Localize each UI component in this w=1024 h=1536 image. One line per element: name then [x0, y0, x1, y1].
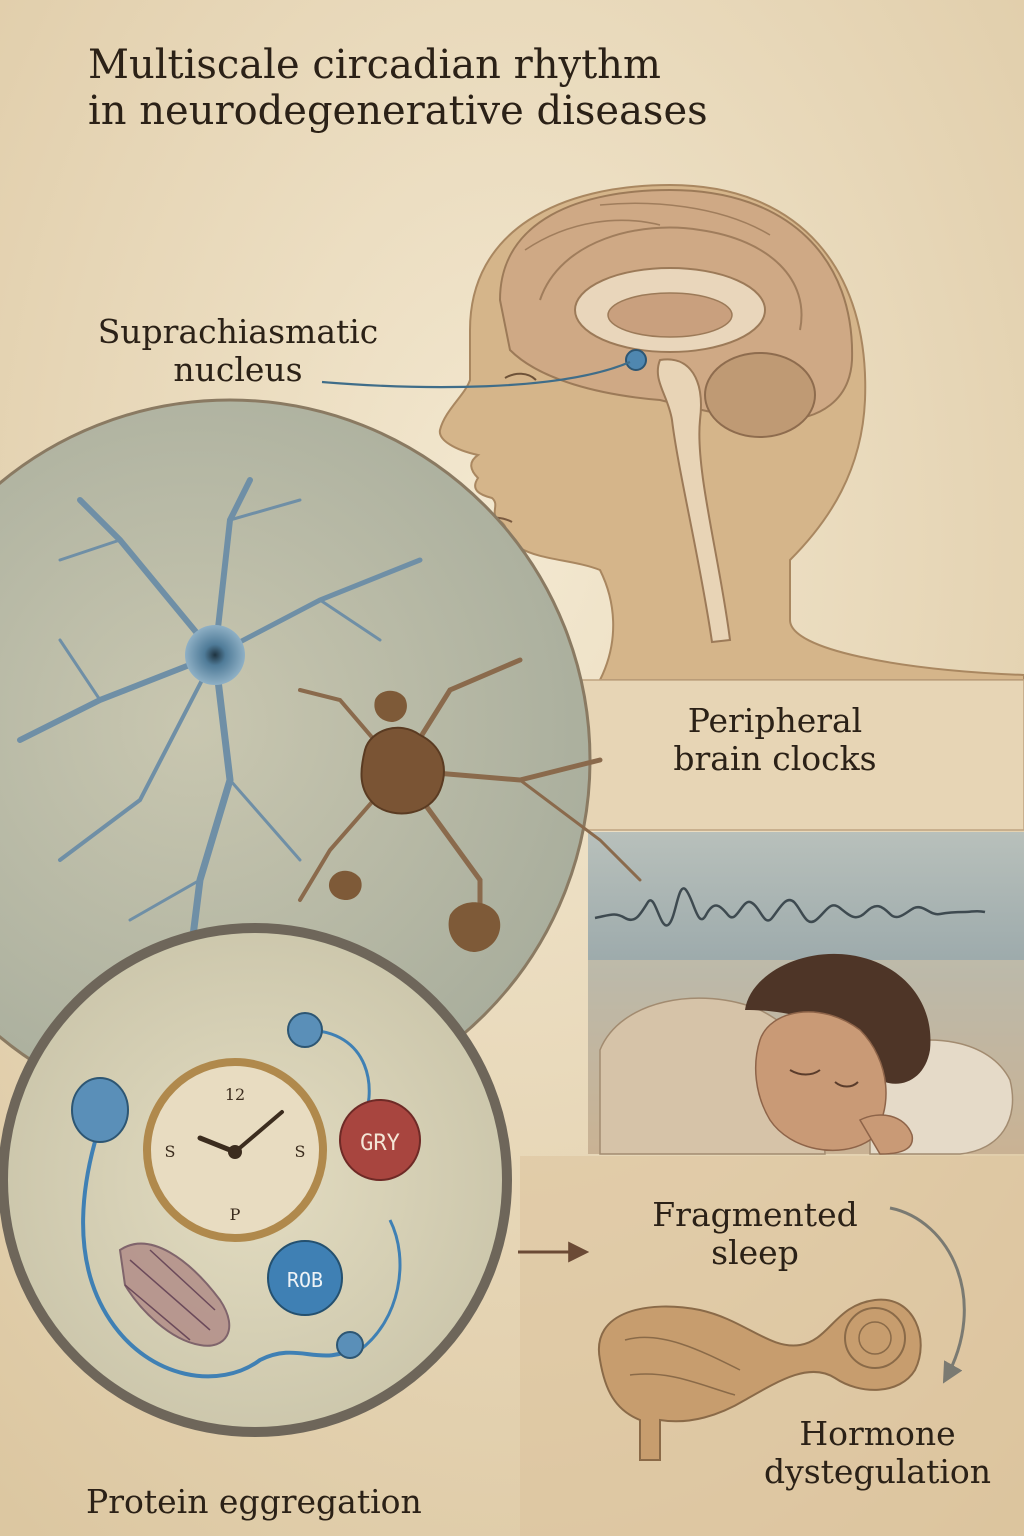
blue-molecule-label: ROB — [287, 1268, 323, 1292]
scn-pointer-line — [321, 360, 631, 389]
dna-helix — [118, 1242, 231, 1347]
hormone-label-line-2: dystegulation — [763, 1452, 992, 1492]
healthy-neuron — [17, 477, 423, 964]
hand — [858, 1114, 914, 1155]
cell-disc: 12 S S P GRY ROB — [0, 923, 512, 1437]
eye — [504, 372, 537, 381]
protein-aggregate — [328, 870, 362, 900]
hormone-label: Hormone dystegulation — [735, 1414, 1020, 1492]
fragmented-sleep-label-line-2: sleep — [711, 1233, 799, 1273]
peripheral-label-line-1: Peripheral — [687, 701, 863, 740]
red-molecule-label: GRY — [360, 1131, 400, 1156]
gland-lobe-swirl — [858, 1321, 892, 1355]
closed-eye — [834, 1081, 859, 1088]
scn-label-line-2: nucleus — [173, 350, 303, 390]
clock-numeral-12: 12 — [225, 1085, 245, 1104]
dna-rungs — [124, 1249, 216, 1341]
clock-center — [228, 1145, 242, 1159]
brain-fold — [524, 202, 771, 251]
clock-numeral-3: S — [295, 1142, 306, 1161]
clock-numeral-6: P — [230, 1205, 241, 1224]
fragmented-sleep-label: Fragmented sleep — [630, 1195, 880, 1273]
scn-label: Suprachiasmatic nucleus — [80, 312, 396, 390]
protein-aggregate — [374, 690, 407, 722]
clock-minute-hand — [233, 1110, 284, 1154]
brain-fold — [539, 226, 803, 331]
cerebellum — [704, 352, 816, 438]
title-line-2: in neurodegenerative diseases — [88, 88, 708, 135]
dna-strand — [81, 1109, 362, 1379]
healthy-neuron-soma — [185, 625, 245, 685]
gene-node — [287, 1012, 323, 1048]
gland-texture — [624, 1336, 741, 1396]
peripheral-clocks-band — [559, 679, 1024, 831]
page-title: Multiscale circadian rhythm in neurodege… — [88, 42, 888, 135]
gland-lobe-swirl — [844, 1307, 906, 1369]
sleep-waveform — [594, 887, 986, 927]
gene-node — [336, 1331, 364, 1359]
protein-aggregation-label: Protein eggregation — [86, 1482, 422, 1521]
face — [754, 1011, 887, 1152]
scn-label-line-1: Suprachiasmatic — [97, 312, 379, 351]
clock-numeral-9: S — [165, 1142, 176, 1161]
sleep-to-hormone-arrow — [889, 1206, 966, 1384]
hormone-gland — [597, 1298, 922, 1461]
fragmented-sleep-label-line-1: Fragmented — [652, 1195, 858, 1234]
sleeping-person — [745, 953, 931, 1155]
title-line-1: Multiscale circadian rhythm — [88, 42, 661, 88]
protein-aggregate — [360, 726, 445, 815]
brainstem — [656, 358, 732, 644]
thalamus — [607, 292, 733, 338]
closed-eye — [789, 1069, 821, 1076]
gland-body — [597, 1298, 922, 1461]
gene-node — [71, 1077, 129, 1143]
neuron-disc — [0, 398, 642, 1122]
peripheral-label-line-2: brain clocks — [673, 739, 877, 779]
head-illustration — [438, 183, 1024, 681]
scn-marker — [625, 349, 647, 371]
red-molecule — [339, 1099, 421, 1181]
blue-molecule — [267, 1240, 343, 1316]
hormone-label-line-1: Hormone — [799, 1414, 956, 1453]
peripheral-label: Peripheral brain clocks — [640, 701, 910, 779]
protein-aggregate — [448, 902, 501, 952]
